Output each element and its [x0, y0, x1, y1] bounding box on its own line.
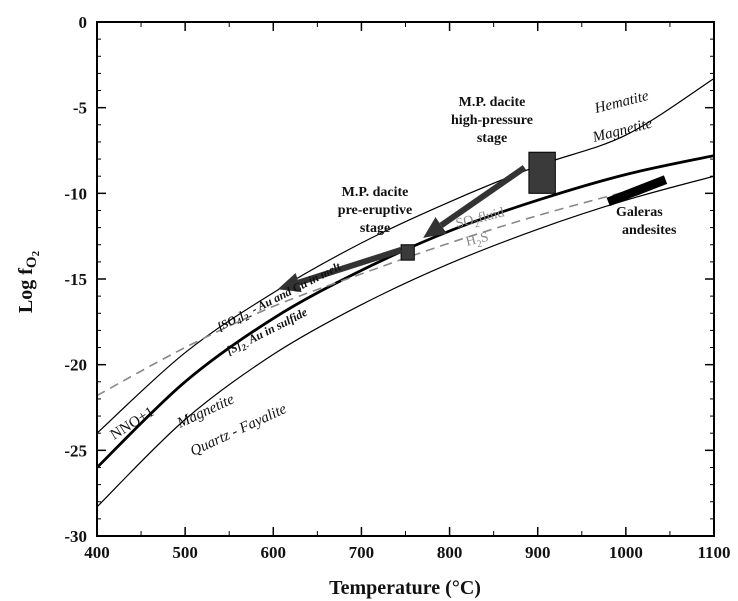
region-bar-2 — [606, 175, 668, 207]
buffer-curves — [97, 77, 714, 508]
label-mp-pre-2: pre-eruptive — [338, 203, 412, 218]
x-tick-label: 700 — [349, 543, 375, 562]
y-tick-label: -10 — [64, 184, 87, 203]
x-tick-label: 400 — [84, 543, 110, 562]
y-tick-label: -5 — [73, 99, 87, 118]
arrow-head-1 — [277, 273, 302, 293]
buffer-curve-3 — [97, 190, 627, 397]
label-magnetite-upper: Magnetite — [590, 116, 654, 147]
region-box-1 — [400, 244, 415, 261]
x-tick-label: 900 — [525, 543, 551, 562]
y-axis-title: Log fO2 — [15, 250, 42, 313]
chart-marks — [277, 151, 668, 293]
x-tick-label: 600 — [261, 543, 287, 562]
label-mp-pre-3: stage — [360, 221, 390, 236]
arrow-shaft-0 — [439, 165, 527, 228]
buffer-curve-1 — [97, 154, 714, 469]
label-nno: NNO+1 — [108, 404, 158, 443]
label-hematite: Hematite — [592, 88, 651, 117]
x-tick-label: 800 — [437, 543, 463, 562]
label-galeras-1: Galeras — [616, 205, 663, 220]
arrow-head-0 — [423, 217, 447, 238]
y-tick-label: -20 — [64, 356, 87, 375]
region-box-0 — [528, 151, 556, 194]
label-galeras-2: andesites — [622, 223, 677, 238]
axes — [96, 21, 715, 537]
label-mp-high-1: M.P. dacite — [459, 95, 526, 110]
label-h2s: H2S — [464, 230, 491, 253]
y-tick-label: -15 — [64, 270, 87, 289]
x-tick-label: 500 — [172, 543, 198, 562]
y-tick-label: 0 — [79, 13, 88, 32]
y-tick-label: -30 — [64, 527, 87, 546]
x-tick-label: 1100 — [697, 543, 730, 562]
label-so2-fluid: SO2fluid — [454, 205, 506, 234]
x-tick-label: 1000 — [609, 543, 643, 562]
label-mp-high-3: stage — [477, 131, 507, 146]
arrow-shaft-1 — [297, 247, 403, 286]
buffer-curve-0 — [97, 77, 714, 434]
y-tick-label: -25 — [64, 441, 87, 460]
tick-labels: 400 500 600 700 800 900 1000 1100 0 -5 -10 -15 -20 -2… — [64, 13, 730, 562]
label-mp-high-2: high-pressure — [451, 113, 533, 128]
x-axis-title: Temperature (°C) — [329, 577, 481, 599]
label-mp-pre-1: M.P. dacite — [342, 185, 409, 200]
